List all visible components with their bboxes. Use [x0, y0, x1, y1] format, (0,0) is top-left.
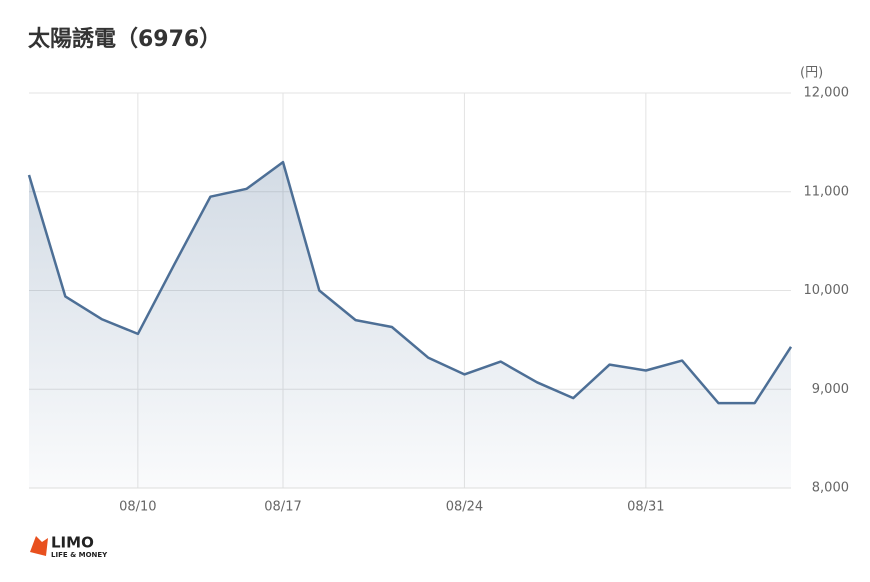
y-tick-label: 8,000 [812, 481, 849, 496]
logo: LIMO LIFE & MONEY [30, 534, 108, 559]
x-tick-label: 08/31 [627, 500, 664, 515]
x-tick-label: 08/17 [264, 500, 301, 515]
x-tick-label: 08/24 [446, 500, 483, 515]
y-tick-label: 11,000 [804, 184, 850, 199]
logo-icon [30, 536, 48, 556]
area [29, 162, 791, 488]
y-unit: (円) [800, 66, 823, 81]
x-tick-label: 08/10 [119, 500, 156, 515]
y-tick-label: 10,000 [804, 283, 850, 298]
logo-name: LIMO [51, 534, 94, 552]
y-tick-label: 9,000 [812, 382, 849, 397]
y-tick-label: 12,000 [804, 86, 850, 101]
line [27, 160, 793, 405]
chart-title: 太陽誘電（6976） [28, 26, 221, 52]
logo-tagline: LIFE & MONEY [51, 551, 108, 559]
